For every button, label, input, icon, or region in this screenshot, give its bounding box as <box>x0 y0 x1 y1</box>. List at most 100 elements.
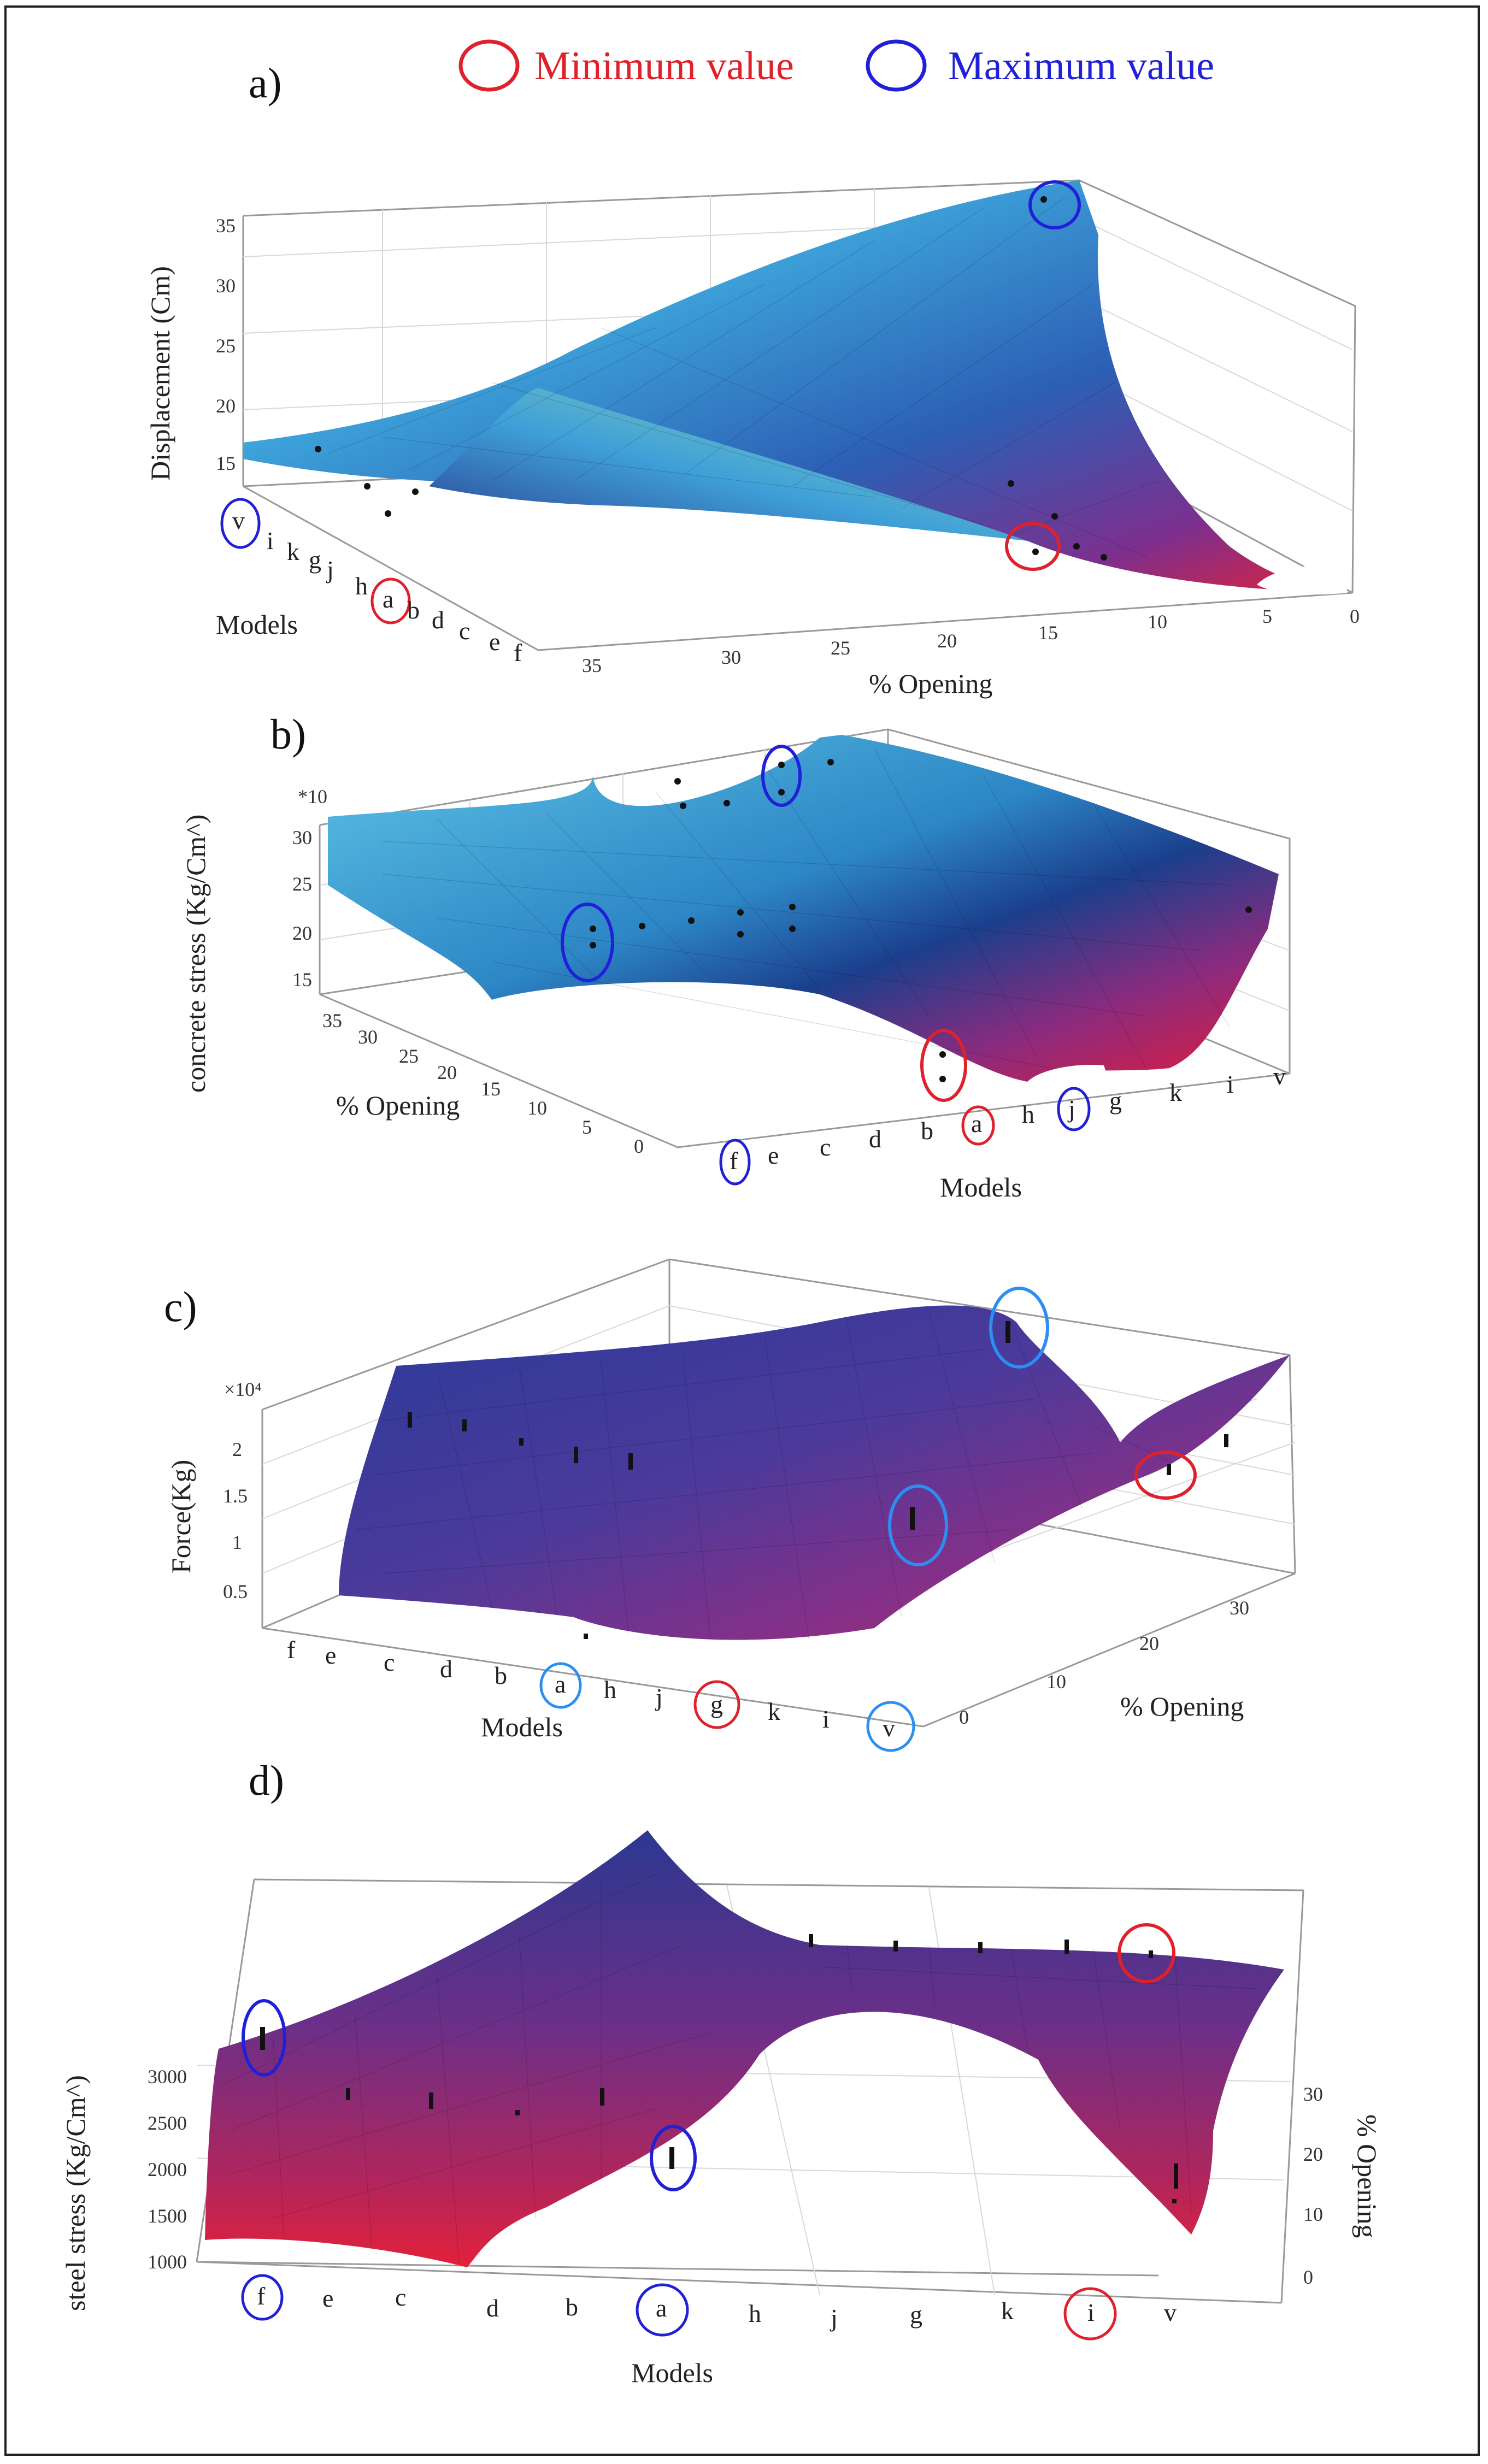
category-label: d <box>869 1125 881 1153</box>
z-tick: 25 <box>292 873 312 895</box>
x-tick: 35 <box>322 1010 342 1031</box>
panel-a: a) 15 20 25 30 <box>145 59 1360 699</box>
category-label: v <box>883 1714 895 1742</box>
x-tick: 0 <box>1350 605 1360 627</box>
category-label: b <box>495 1661 507 1689</box>
data-point <box>1008 480 1014 487</box>
data-point <box>939 1076 946 1082</box>
data-point <box>590 942 596 948</box>
data-point <box>590 926 596 932</box>
panel-c-max-marker-v <box>989 1287 1049 1369</box>
category-label: b <box>566 2293 578 2321</box>
category-label: b <box>921 1117 933 1145</box>
panel-a-surface-inner <box>429 388 1027 541</box>
panel-b-opening-label: % Opening <box>336 1090 460 1121</box>
data-point <box>260 2027 265 2050</box>
z-tick: 25 <box>216 335 236 357</box>
category-label: g <box>910 2301 922 2329</box>
z-tick: 2000 <box>148 2159 187 2180</box>
panel-b-z-ticks: 15 20 25 30 <box>292 827 312 991</box>
z-tick: 35 <box>216 215 236 237</box>
category-label: j <box>326 556 334 583</box>
x-tick: 15 <box>481 1078 501 1100</box>
panel-c-z-label: Force(Kg) <box>166 1460 196 1573</box>
panel-d: d) 1000 1500 2000 2500 3000 <box>60 1756 1383 2388</box>
category-label: f <box>730 1147 738 1175</box>
panel-c-max-marker-v-tick <box>866 1701 915 1752</box>
panel-c-surface <box>339 1305 1290 1640</box>
panel-b-max-marker-j-tick <box>1057 1087 1091 1131</box>
panel-a-models-label: Models <box>216 609 298 640</box>
category-label: c <box>384 1648 395 1676</box>
data-point <box>910 1507 915 1530</box>
panel-d-surface-mesh <box>218 1873 1257 2262</box>
panel-c: c) ×10⁴ 0.5 1 1.5 2 Force(Kg) f <box>164 1258 1296 1752</box>
panel-a-surface-upper <box>243 180 1344 593</box>
panel-d-models-label: Models <box>631 2357 713 2388</box>
panel-a-surface-mesh <box>327 196 1159 558</box>
z-tick: 30 <box>216 275 236 297</box>
category-label: k <box>768 1697 780 1725</box>
data-point <box>385 510 391 517</box>
y-tick: 10 <box>1046 1671 1066 1693</box>
panel-b-notch <box>1027 1065 1109 1082</box>
panel-a-max-marker <box>1028 180 1081 229</box>
x-tick: 30 <box>721 646 741 668</box>
panel-c-label: c) <box>164 1283 197 1330</box>
category-label: c <box>820 1133 831 1161</box>
panel-b-max-marker-f <box>561 903 614 982</box>
data-point <box>1005 1321 1010 1343</box>
data-point <box>1032 549 1039 555</box>
data-point <box>737 909 744 916</box>
panel-c-surface-mesh <box>355 1311 1175 1640</box>
category-label: f <box>287 1636 296 1664</box>
category-label: h <box>749 2300 761 2327</box>
panel-b-max-marker-f-tick <box>719 1139 751 1186</box>
x-tick: 20 <box>437 1062 457 1083</box>
panel-b-multiplier: *10 <box>298 786 327 807</box>
category-label: a <box>383 585 393 613</box>
panel-b-label: b) <box>270 710 306 758</box>
category-label: h <box>355 572 368 600</box>
panel-d-model-ticks: f e c d b a h j g k i v <box>257 2282 1177 2332</box>
data-point <box>408 1412 412 1428</box>
panel-b-models-label: Models <box>940 1172 1022 1202</box>
data-point <box>1172 2199 1177 2203</box>
category-label: i <box>267 527 274 555</box>
z-tick: 2500 <box>148 2112 187 2134</box>
category-label: a <box>555 1670 566 1698</box>
z-tick: 0.5 <box>223 1581 248 1602</box>
data-point <box>680 803 686 809</box>
panel-a-min-marker <box>1005 522 1061 571</box>
panel-c-model-ticks: f e c d b a h j g k i v <box>287 1636 895 1742</box>
panel-c-min-marker <box>1134 1451 1197 1500</box>
z-tick: 1500 <box>148 2205 187 2227</box>
z-tick: 1000 <box>148 2251 187 2273</box>
panel-c-max-marker-a <box>888 1484 948 1566</box>
data-point <box>515 2110 520 2115</box>
data-point <box>1073 543 1080 550</box>
panel-b-points <box>590 759 1252 1082</box>
category-label: d <box>486 2294 499 2322</box>
panel-b-min-marker <box>920 1029 967 1102</box>
panel-c-models-label: Models <box>481 1712 563 1742</box>
z-tick: 20 <box>292 922 312 944</box>
category-label: c <box>459 617 470 645</box>
data-point <box>628 1453 633 1470</box>
y-tick: 20 <box>1303 2143 1323 2165</box>
x-tick: 20 <box>937 630 957 652</box>
data-point <box>978 1942 983 1953</box>
panel-d-grid <box>196 1884 1290 2295</box>
data-point <box>600 2088 604 2106</box>
data-point <box>724 800 730 806</box>
panel-d-surface <box>205 1830 1284 2267</box>
x-tick: 10 <box>1148 611 1167 633</box>
panel-b-min-marker-a <box>961 1105 995 1146</box>
data-point <box>574 1447 578 1463</box>
data-point <box>789 904 796 910</box>
panel-a-z-ticks: 15 20 25 30 35 <box>216 215 236 474</box>
panel-b-z-label: concrete stress (Kg/Cm^) <box>180 815 211 1093</box>
category-label: d <box>432 606 444 634</box>
x-tick: 5 <box>582 1116 592 1138</box>
data-point <box>346 2088 350 2100</box>
